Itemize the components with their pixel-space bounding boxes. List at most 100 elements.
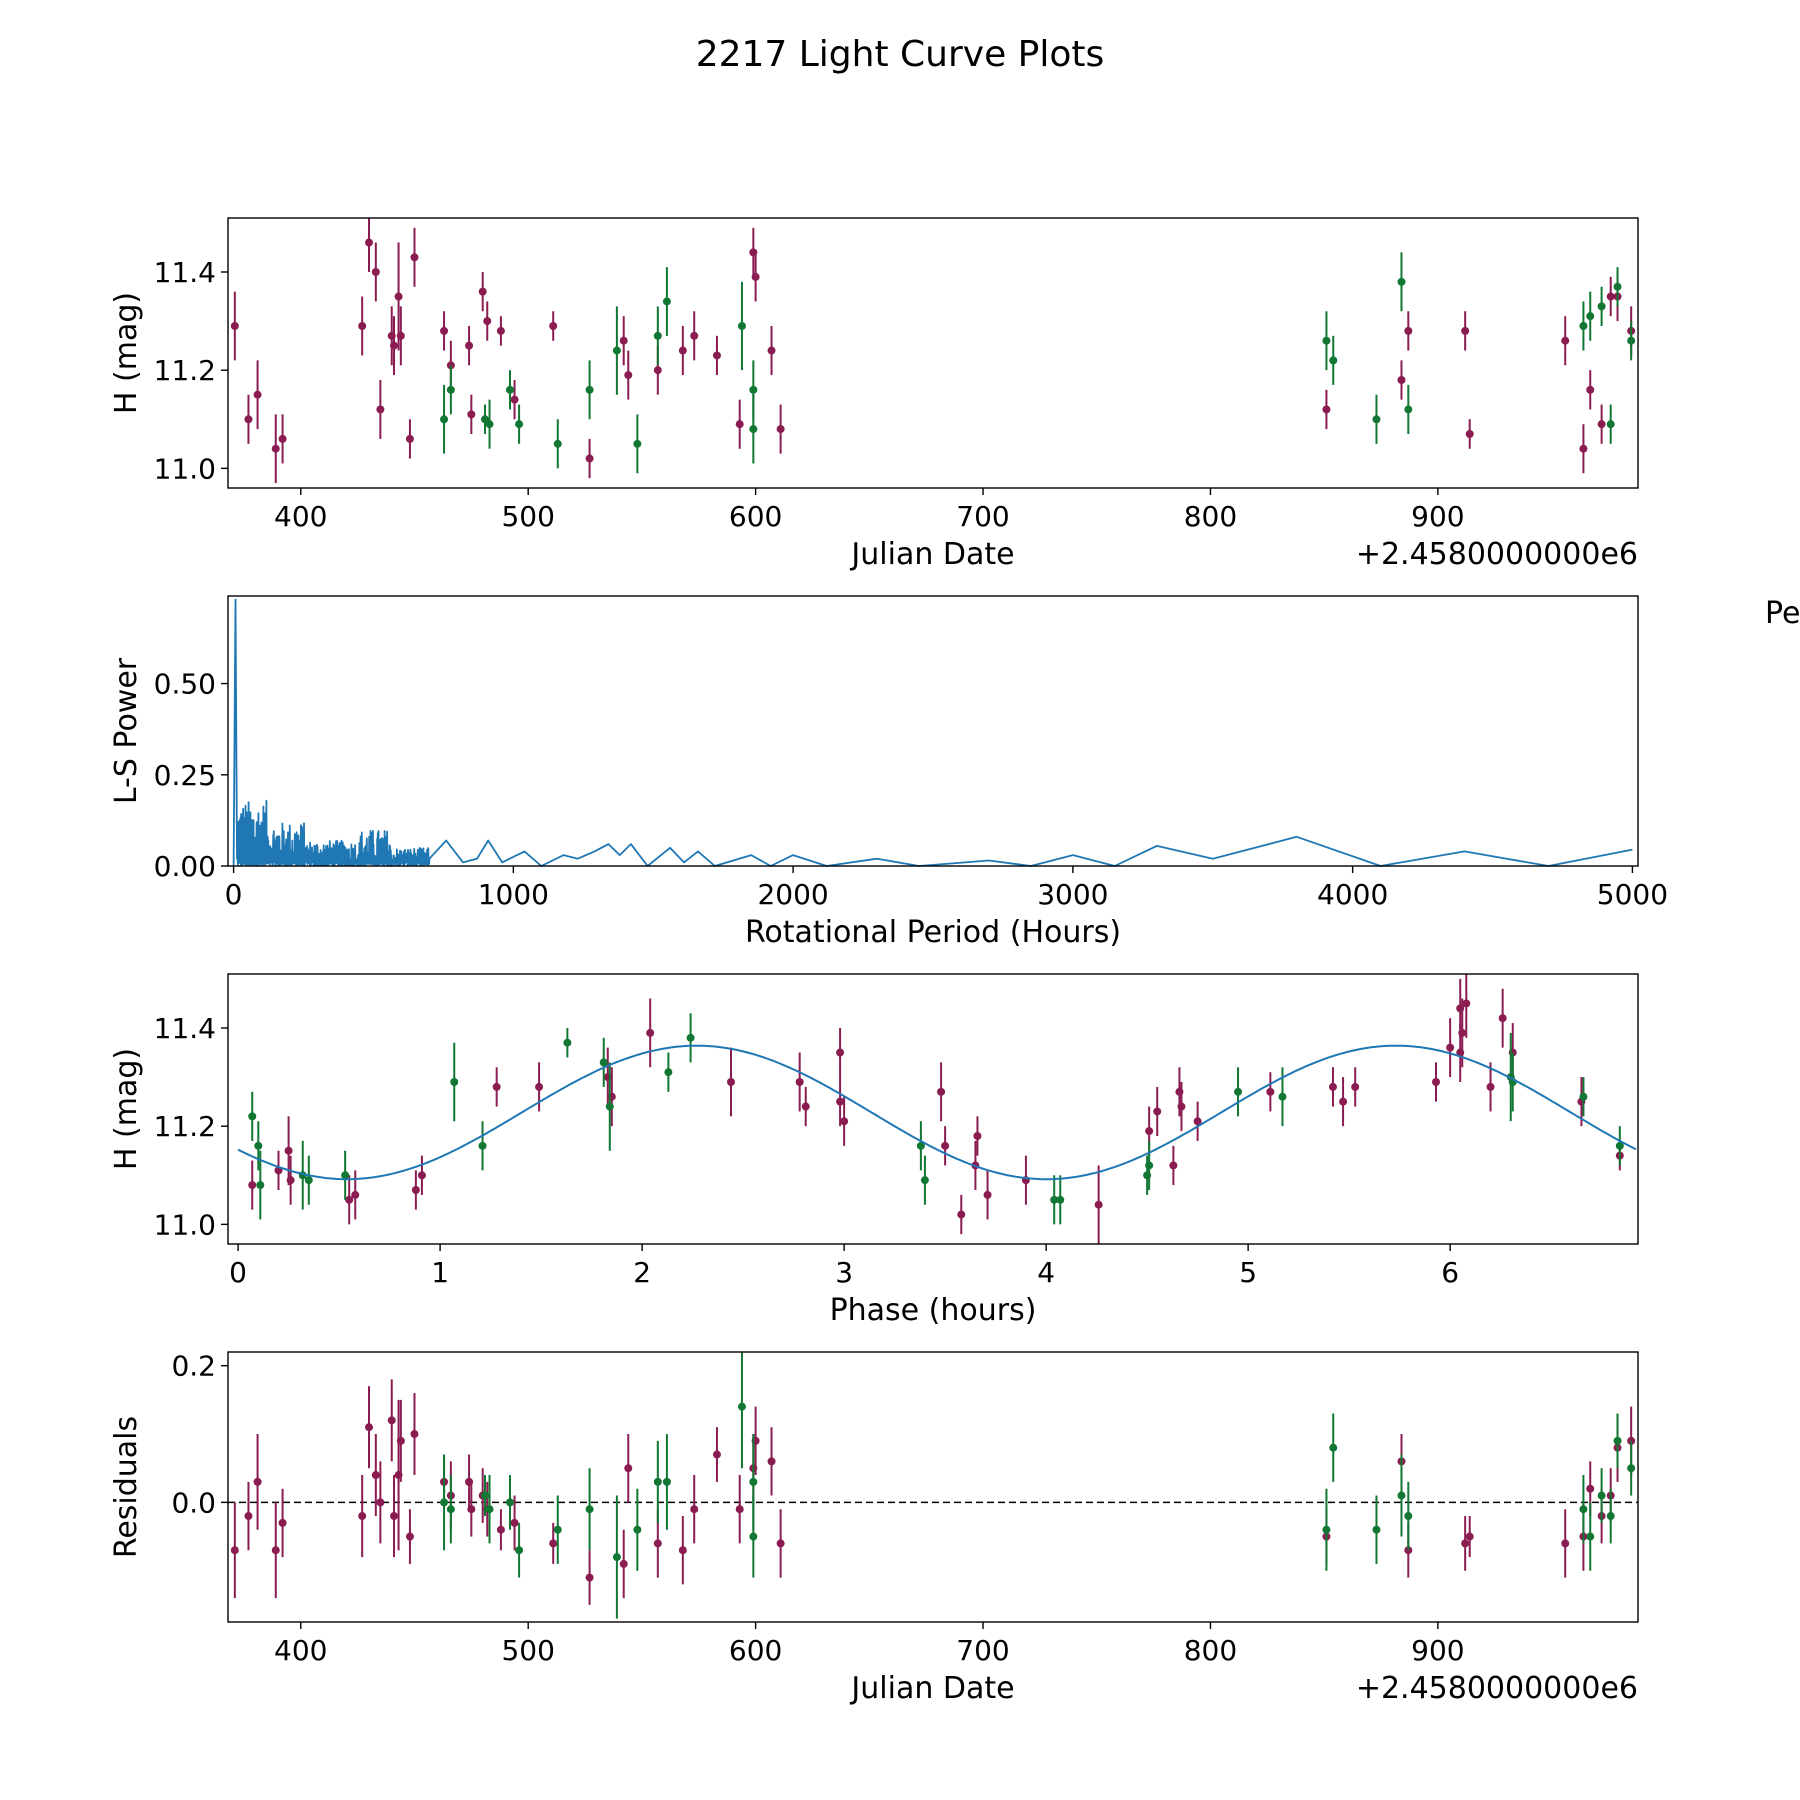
y-tick-label: 0.0 [171, 1486, 216, 1519]
data-point [1322, 405, 1331, 414]
data-point [253, 1477, 262, 1486]
data-point [916, 1141, 925, 1150]
data-point [585, 1505, 594, 1514]
data-point [244, 1512, 253, 1521]
data-point [749, 385, 758, 394]
data-point [973, 1132, 982, 1140]
data-point [737, 1402, 746, 1411]
data-point [795, 1078, 804, 1086]
data-point [376, 1498, 385, 1507]
y-axis-label: H (mag) [109, 1048, 144, 1170]
data-point [254, 1141, 263, 1150]
data-point [376, 405, 385, 414]
data-point [510, 1518, 519, 1527]
data-point [678, 346, 687, 355]
data-point [446, 385, 455, 394]
data-point [1372, 415, 1381, 424]
series-2 [440, 252, 1636, 474]
data-point [1404, 405, 1413, 414]
data-point [633, 439, 642, 448]
axes-frame [227, 217, 1639, 489]
data-point [1486, 1082, 1495, 1091]
y-tick-label: 11.0 [154, 452, 216, 485]
data-point [450, 1078, 459, 1086]
data-point [396, 1436, 405, 1445]
power-curve [232, 598, 1633, 867]
x-tick-label: 600 [729, 500, 782, 533]
data-point [440, 415, 449, 424]
data-point [712, 351, 721, 360]
chart-panel-3: 0 1 2 3 4 5 6 11.0 11.2 11.4 Phase (hours) H (mag) [109, 973, 1639, 1328]
x-tick-label: 500 [501, 1634, 554, 1667]
plot-area [237, 974, 1637, 1244]
data-point [612, 1553, 621, 1562]
x-offset-label: +2.4580000000e6 [1356, 1671, 1638, 1706]
data-point [467, 410, 476, 419]
figure-title: 2217 Light Curve Plots [696, 34, 1105, 75]
data-point [271, 444, 280, 453]
data-point [467, 1505, 476, 1514]
x-axis-label: Julian Date [849, 1671, 1014, 1706]
data-point [410, 1430, 419, 1439]
y-tick-label: 0.2 [171, 1350, 216, 1383]
data-point [662, 1477, 671, 1486]
x-tick-label: 700 [956, 500, 1009, 533]
data-point [244, 415, 253, 424]
data-point [253, 390, 262, 399]
data-point [957, 1210, 966, 1219]
data-point [653, 331, 662, 340]
data-point [390, 1512, 399, 1521]
y-tick-label: 11.4 [154, 256, 216, 289]
data-point [304, 1176, 313, 1185]
data-point [1606, 1512, 1615, 1521]
x-tick-label: 5000 [1597, 878, 1668, 911]
data-point [483, 317, 492, 326]
data-point [480, 1491, 489, 1500]
data-point [510, 395, 519, 404]
data-point [662, 297, 671, 306]
plot-area [228, 1352, 1638, 1619]
data-point [394, 292, 403, 301]
data-point [1145, 1161, 1154, 1170]
data-point [1169, 1161, 1178, 1170]
data-point [549, 322, 558, 330]
data-point [1056, 1195, 1065, 1204]
data-point [485, 420, 494, 429]
data-point [1234, 1087, 1243, 1096]
data-point [1329, 1443, 1338, 1452]
data-point [585, 385, 594, 394]
data-point [1404, 326, 1413, 335]
data-point [726, 1078, 735, 1086]
data-point [653, 1477, 662, 1486]
x-tick-label: 800 [1184, 500, 1237, 533]
data-point [496, 1525, 505, 1534]
data-point [1579, 444, 1588, 453]
data-point [1351, 1082, 1360, 1091]
data-point [358, 1512, 367, 1521]
x-tick-label: 1000 [478, 878, 549, 911]
data-point [690, 1505, 699, 1514]
data-point [465, 341, 474, 350]
x-axis-label: Phase (hours) [830, 1293, 1037, 1328]
x-tick-label: 5 [1239, 1256, 1257, 1289]
data-point [365, 1423, 373, 1432]
data-point [405, 1532, 414, 1541]
data-point [653, 1539, 662, 1548]
data-point [1278, 1092, 1287, 1101]
data-point [553, 1525, 562, 1534]
data-point [1372, 1525, 1381, 1534]
y-tick-label: 11.4 [154, 1012, 216, 1045]
data-point [1193, 1117, 1202, 1126]
data-point [1627, 336, 1636, 345]
data-point [749, 1532, 758, 1541]
series-1 [230, 1379, 1636, 1605]
x-tick-label: 400 [274, 500, 327, 533]
data-point [284, 1146, 293, 1155]
x-axis-label: Julian Date [849, 537, 1014, 572]
data-point [535, 1082, 544, 1091]
data-point [619, 336, 628, 345]
plot-area [232, 598, 1633, 867]
data-point [387, 1416, 396, 1425]
data-point [478, 287, 487, 296]
data-point [351, 1190, 360, 1199]
